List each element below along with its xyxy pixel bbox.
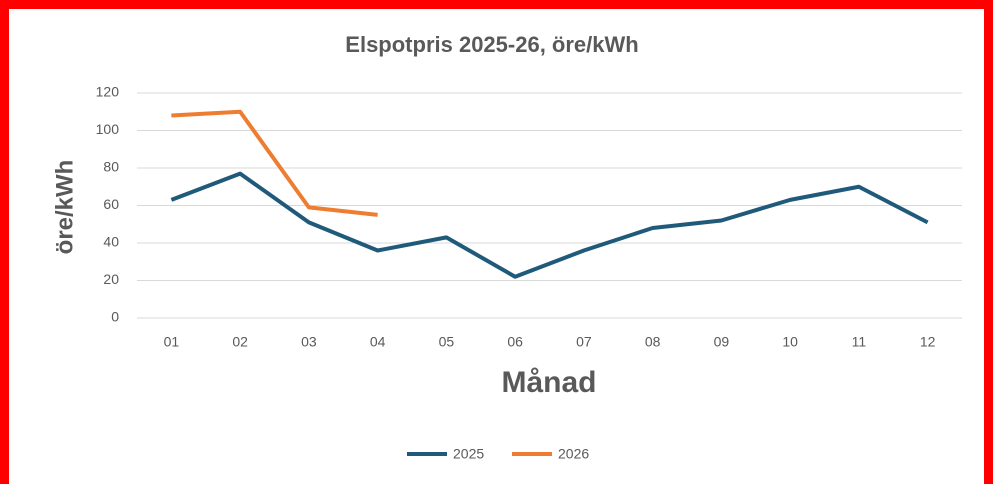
x-tick-label: 01 [164, 334, 180, 350]
x-tick-label: 04 [370, 334, 386, 350]
x-tick-label: 09 [714, 334, 730, 350]
x-tick-label: 06 [507, 334, 523, 350]
x-tick-label: 08 [645, 334, 661, 350]
x-tick-label: 05 [439, 334, 455, 350]
y-tick-label: 20 [103, 271, 119, 287]
legend-label: 2025 [453, 446, 484, 462]
x-tick-label: 11 [852, 334, 867, 350]
y-tick-label: 0 [111, 309, 119, 325]
x-tick-label: 02 [232, 334, 248, 350]
series-line [170, 171, 929, 279]
x-tick-label: 03 [301, 334, 317, 350]
y-tick-label: 60 [103, 196, 119, 212]
x-axis-label: Månad [501, 366, 596, 399]
x-tick-label: 10 [782, 334, 798, 350]
legend-label: 2026 [558, 446, 589, 462]
chart-title: Elspotpris 2025-26, öre/kWh [345, 32, 638, 57]
x-tick-label: 07 [576, 334, 592, 350]
y-tick-label: 80 [103, 159, 119, 175]
y-tick-label: 120 [96, 84, 120, 100]
y-tick-label: 100 [96, 121, 120, 137]
y-tick-label: 40 [103, 234, 119, 250]
y-axis-label: öre/kWh [51, 160, 78, 255]
series-line [171, 109, 378, 217]
x-tick-label: 12 [920, 334, 936, 350]
